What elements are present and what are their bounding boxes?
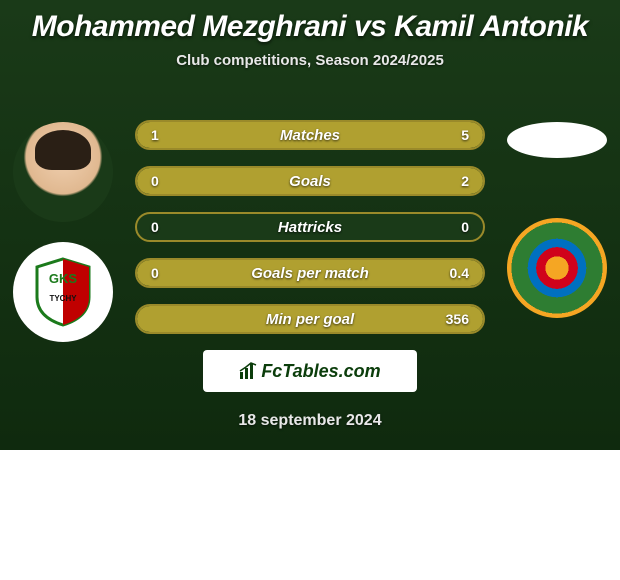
player-right-avatar xyxy=(507,122,607,158)
stat-right-value: 5 xyxy=(461,127,469,143)
stats-area: 1 Matches 5 0 Goals 2 0 Hattricks 0 0 Goals per ma… xyxy=(135,120,485,350)
brand-label: FcTables.com xyxy=(261,361,380,382)
stat-left-value: 1 xyxy=(151,127,159,143)
right-column xyxy=(502,122,612,338)
stat-row: 0 Goals per match 0.4 xyxy=(135,258,485,288)
spacer xyxy=(502,178,612,218)
left-column: GKS TYCHY xyxy=(8,122,118,362)
stat-label: Matches xyxy=(280,127,340,144)
stat-left-value: 0 xyxy=(151,219,159,235)
club-left-badge: GKS TYCHY xyxy=(13,242,113,342)
gks-shield-icon: GKS TYCHY xyxy=(33,257,93,327)
stat-right-value: 0 xyxy=(461,219,469,235)
club-right-badge xyxy=(507,218,607,318)
page-title: Mohammed Mezghrani vs Kamil Antonik xyxy=(0,0,620,44)
stat-row: 1 Matches 5 xyxy=(135,120,485,150)
stat-label: Goals xyxy=(289,173,331,190)
stat-fill-left xyxy=(137,122,196,148)
svg-text:TYCHY: TYCHY xyxy=(49,294,77,303)
stat-right-value: 0.4 xyxy=(450,265,469,281)
stat-left-value: 0 xyxy=(151,265,159,281)
brand-logo: FcTables.com xyxy=(239,361,380,382)
chart-icon xyxy=(239,362,259,380)
comparison-card: Mohammed Mezghrani vs Kamil Antonik Club… xyxy=(0,0,620,450)
stat-label: Hattricks xyxy=(278,219,342,236)
brand-box[interactable]: FcTables.com xyxy=(203,350,417,392)
subtitle: Club competitions, Season 2024/2025 xyxy=(0,52,620,69)
player-left-avatar xyxy=(13,122,113,222)
stat-row: Min per goal 356 xyxy=(135,304,485,334)
stat-right-value: 2 xyxy=(461,173,469,189)
stat-row: 0 Goals 2 xyxy=(135,166,485,196)
stat-left-value: 0 xyxy=(151,173,159,189)
svg-text:GKS: GKS xyxy=(49,271,78,286)
stat-label: Goals per match xyxy=(251,265,369,282)
stat-right-value: 356 xyxy=(446,311,469,327)
stat-row: 0 Hattricks 0 xyxy=(135,212,485,242)
date-line: 18 september 2024 xyxy=(0,412,620,430)
stat-label: Min per goal xyxy=(266,311,354,328)
